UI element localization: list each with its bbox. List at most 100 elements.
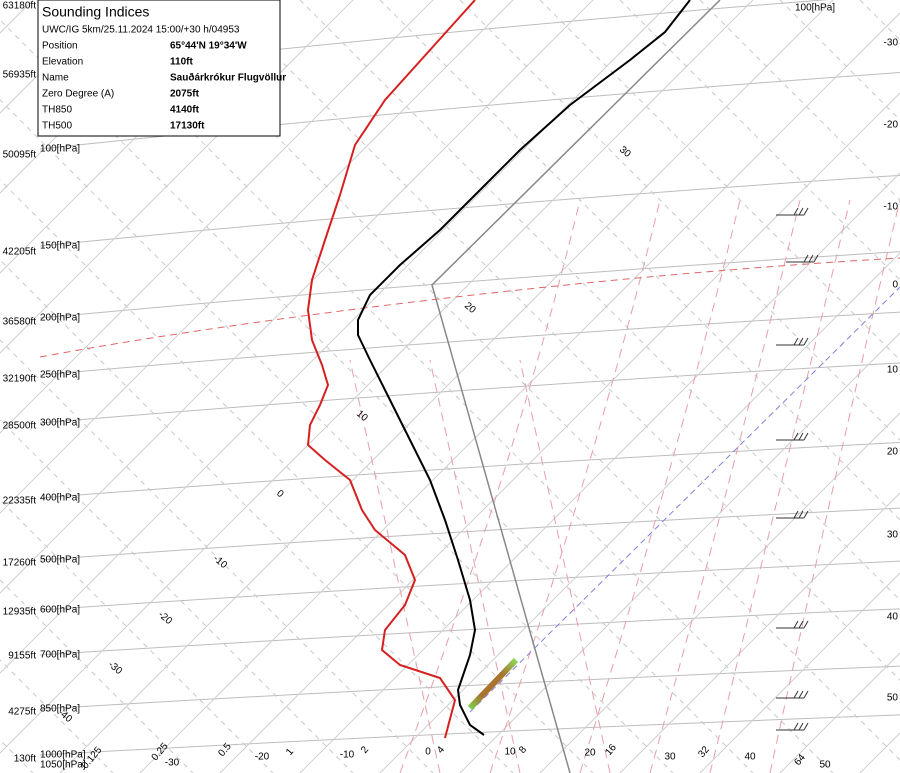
pressure-label: 1050[hPa]	[40, 760, 86, 771]
info-box: Sounding Indices UWC/IG 5km/25.11.2024 1…	[37, 0, 286, 137]
barb-feather	[803, 432, 809, 441]
wind-barb	[776, 207, 809, 216]
wind-barb	[776, 620, 809, 629]
wind-barbs	[776, 207, 819, 731]
info-value: Sauðárkrókur Flugvöllur	[170, 72, 286, 84]
pressure-label: 250[hPa]	[40, 370, 80, 381]
pressure-label: 400[hPa]	[40, 493, 80, 504]
pressure-label: 300[hPa]	[40, 418, 80, 429]
diagonal-line	[299, 172, 900, 773]
right-label: 10	[887, 365, 899, 376]
right-label: 30	[887, 530, 899, 541]
isobar	[39, 174, 900, 247]
altitude-label: 32190ft	[3, 374, 37, 385]
pressure-label: 100[hPa]	[40, 144, 80, 155]
temperature-curve	[357, 0, 691, 736]
diagonal-line	[379, 0, 900, 521]
mixing-ratio-line	[349, 359, 441, 773]
diagonal-label: -30	[106, 659, 124, 677]
saturated-adiabat	[399, 199, 581, 773]
right-label: 40	[887, 612, 899, 623]
info-label: TH850	[42, 105, 72, 116]
info-value: 17130ft	[170, 121, 205, 132]
altitude-label: 56935ft	[3, 70, 37, 81]
isobar	[39, 251, 900, 319]
diagonal-line	[0, 0, 594, 594]
mixing-ratio-line	[519, 359, 611, 773]
wind-barb	[776, 690, 809, 699]
diagonal-line	[539, 0, 900, 361]
info-value: 110ft	[170, 57, 193, 68]
diagonal-line	[0, 259, 514, 773]
info-box-frame	[37, 0, 281, 137]
barb-feather	[798, 432, 804, 441]
diagonal-line	[539, 412, 900, 773]
wind-barb	[776, 722, 809, 731]
wind-barb	[776, 337, 809, 346]
diagonal-line	[0, 0, 434, 434]
isobar	[39, 608, 900, 656]
barb-feather	[793, 207, 799, 216]
bottom-label: 32	[696, 744, 712, 760]
right-label: 0	[892, 280, 898, 291]
isobar	[39, 362, 900, 424]
saturated-adiabat	[649, 199, 801, 773]
bottom-label: 30	[664, 752, 676, 763]
right-label: -10	[884, 202, 899, 213]
diagonal-label: 30	[617, 144, 633, 160]
diagonal-line	[219, 92, 900, 773]
diagonal-line	[859, 732, 900, 773]
pressure-label: 200[hPa]	[40, 313, 80, 324]
altitude-label: 63180ft	[3, 1, 37, 12]
barb-feather	[798, 722, 804, 731]
diagonal-line	[0, 579, 194, 773]
altitude-label: 4275ft	[8, 707, 36, 718]
bottom-label: 64	[792, 752, 808, 768]
diagonal-line	[379, 252, 900, 773]
barb-feather	[808, 254, 814, 263]
info-subtitle: UWC/IG 5km/25.11.2024 15:00/+30 h/04953	[42, 25, 240, 36]
parcel-curve	[431, 0, 721, 773]
right-label: -30	[884, 38, 899, 49]
diagonal-line	[0, 179, 594, 773]
barb-feather	[803, 690, 809, 699]
barb-feather	[793, 722, 799, 731]
info-value: 2075ft	[170, 89, 200, 100]
diagonal-label: 10	[354, 408, 370, 424]
info-label: Position	[42, 41, 78, 52]
diagonal-line	[299, 0, 900, 601]
diagonal-label: -10	[211, 553, 229, 571]
mixing-ratio-line	[429, 359, 521, 773]
altitude-label: 50095ft	[3, 150, 37, 161]
info-label: TH500	[42, 121, 72, 132]
isobar	[39, 665, 900, 710]
saturated-adiabat	[489, 199, 661, 773]
diagonal-line	[0, 419, 354, 773]
layer-band	[467, 657, 519, 711]
pressure-label: 150[hPa]	[40, 241, 80, 252]
barb-feather	[803, 620, 809, 629]
bottom-label: -30	[165, 758, 180, 769]
altitude-label: 42205ft	[3, 247, 37, 258]
altitude-label: 12935ft	[3, 607, 37, 618]
isobar	[39, 441, 900, 499]
diagonal-line	[139, 12, 900, 773]
saturated-adiabat	[769, 199, 900, 773]
barb-feather	[803, 337, 809, 346]
diagonal-line	[859, 0, 900, 41]
info-label: Name	[42, 73, 69, 84]
diagonal-line	[779, 0, 900, 121]
barb-feather	[803, 254, 809, 263]
bottom-label: 8	[517, 744, 529, 756]
bottom-label: 1	[284, 746, 296, 758]
isobar	[39, 507, 900, 561]
info-title: Sounding Indices	[42, 4, 149, 20]
info-label: Elevation	[42, 57, 83, 68]
pressure-label: 600[hPa]	[40, 605, 80, 616]
bottom-label: 50	[819, 760, 831, 771]
altitude-label: 17260ft	[3, 558, 37, 569]
right-label: -20	[884, 120, 899, 131]
diagonal-line	[219, 0, 900, 681]
diagonal-label: 0	[274, 488, 286, 500]
